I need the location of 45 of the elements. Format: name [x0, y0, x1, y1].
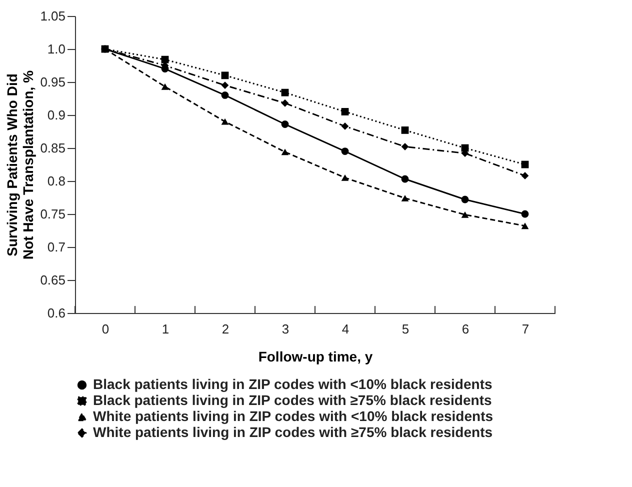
x-axis-title: Follow-up time, y — [258, 348, 373, 364]
legend-label: Black patients living in ZIP codes with <10% black residents — [93, 376, 492, 392]
y-tick-label: 0.65 — [40, 272, 66, 288]
point — [221, 118, 229, 125]
x-tick-label: 2 — [222, 322, 230, 336]
point — [341, 174, 349, 181]
point — [341, 108, 349, 116]
point — [161, 83, 169, 90]
y-tick-label: 0.9 — [47, 108, 66, 122]
point — [401, 142, 409, 150]
y-tick-label: 0.8 — [47, 174, 66, 188]
point — [221, 72, 229, 80]
y-tick-label: 0.7 — [47, 240, 66, 254]
point — [401, 175, 409, 183]
y-tick-label: 0.95 — [40, 74, 66, 90]
x-tick-label: 1 — [162, 322, 170, 336]
y-axis-title: Surviving Patients Who Did Not Have Transplantation, % — [4, 70, 36, 260]
point — [461, 211, 469, 218]
point — [281, 120, 289, 128]
x-tick-label: 0 — [102, 322, 110, 336]
point — [161, 56, 169, 64]
point — [221, 82, 229, 90]
y-tick-label: 0.85 — [40, 140, 66, 156]
x-tick-label: 3 — [282, 322, 290, 336]
point — [281, 88, 289, 96]
y-tick-label: 1.0 — [47, 42, 66, 56]
x-tick-label: 6 — [462, 322, 470, 336]
y-tick-label: 0.75 — [40, 206, 66, 222]
point — [401, 126, 409, 134]
point — [281, 148, 289, 156]
x-tick-label: 5 — [402, 322, 410, 336]
point — [401, 194, 409, 202]
point — [521, 210, 529, 218]
legend-label: White patients living in ZIP codes with <10% black residents — [93, 408, 494, 424]
y-tick-label: 1.05 — [40, 8, 66, 24]
y-tick-label: 0.6 — [47, 306, 66, 320]
legend-label: White patients living in ZIP codes with ≥75% black residents — [93, 424, 493, 440]
x-tick-label: 4 — [342, 322, 350, 336]
point — [221, 92, 229, 99]
point — [281, 99, 289, 107]
x-tick-label: 7 — [522, 322, 530, 336]
point — [461, 196, 469, 204]
point — [521, 222, 529, 230]
legend-label: Black patients living in ZIP codes with ≥75% black residents — [93, 392, 492, 408]
point — [341, 148, 349, 155]
